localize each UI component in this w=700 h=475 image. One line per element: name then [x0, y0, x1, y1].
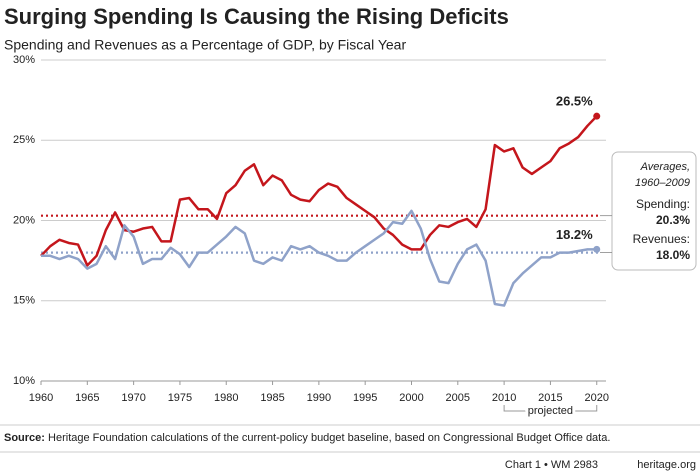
x-tick-label: 1980 — [214, 392, 238, 404]
x-tick-label: 1995 — [353, 392, 377, 404]
average-label: 18.0% — [656, 248, 690, 262]
y-tick-label: 20% — [13, 214, 35, 226]
source-text: Heritage Foundation calculations of the … — [48, 432, 610, 444]
y-tick-label: 10% — [13, 375, 35, 387]
x-tick-label: 2020 — [584, 392, 608, 404]
x-tick-label: 1965 — [75, 392, 99, 404]
end-point — [593, 245, 601, 253]
x-tick-label: 2000 — [399, 392, 423, 404]
source-label: Source: — [4, 432, 45, 444]
y-tick-label: 30% — [13, 54, 35, 66]
chart-title: Surging Spending Is Causing the Rising D… — [4, 4, 509, 29]
x-tick-label: 1960 — [29, 392, 53, 404]
end-label: 18.2% — [556, 227, 593, 242]
y-tick-label: 25% — [13, 134, 35, 146]
y-tick-label: 15% — [13, 295, 35, 307]
x-tick-label: 2015 — [538, 392, 562, 404]
average-label: 20.3% — [656, 213, 690, 227]
source: Source: Heritage Foundation calculations… — [4, 432, 610, 444]
x-tick-label: 2010 — [492, 392, 516, 404]
footer-site: heritage.org — [637, 459, 696, 471]
x-tick-label: 1985 — [260, 392, 284, 404]
chart-subtitle: Spending and Revenues as a Percentage of… — [4, 37, 406, 53]
average-name: Spending: — [636, 197, 690, 211]
series-line — [40, 115, 598, 267]
averages-title: Averages, — [640, 161, 690, 173]
x-tick-label: 2005 — [446, 392, 470, 404]
series-line — [41, 209, 597, 307]
x-tick-label: 1975 — [168, 392, 192, 404]
projected-bracket — [503, 405, 598, 412]
x-tick-label: 1990 — [307, 392, 331, 404]
average-name: Revenues: — [633, 232, 690, 246]
averages-box — [611, 151, 697, 271]
end-point — [593, 112, 601, 120]
footer: Chart 1 • WM 2983 — [505, 459, 598, 471]
x-tick-label: 1970 — [121, 392, 145, 404]
averages-title: 1960–2009 — [635, 177, 690, 189]
projected-label: projected — [528, 405, 573, 417]
end-label: 26.5% — [556, 94, 593, 109]
